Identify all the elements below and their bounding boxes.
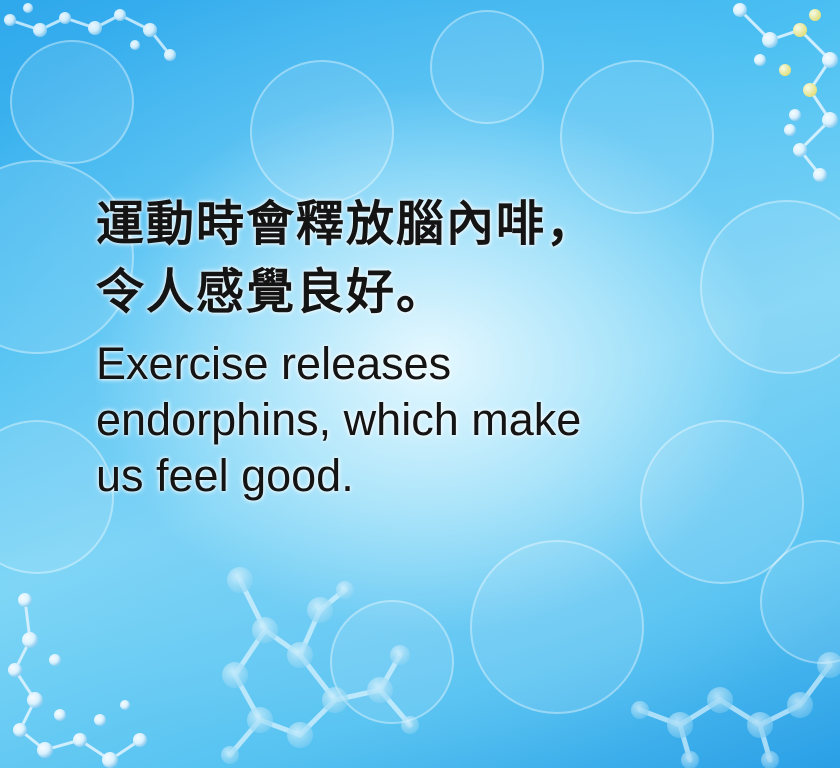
bokeh-circle bbox=[560, 60, 714, 214]
molecule-icon bbox=[4, 3, 176, 61]
chinese-line-2: 令人感覺良好。 bbox=[96, 264, 447, 320]
chinese-line-1: 運動時會釋放腦內啡， bbox=[96, 196, 597, 252]
chemical-structure-icon bbox=[631, 652, 840, 768]
english-line-3: us feel good. bbox=[96, 450, 354, 501]
bokeh-circle bbox=[430, 10, 544, 124]
molecule-icon bbox=[733, 3, 838, 182]
chemical-structure-icon bbox=[221, 567, 419, 764]
bokeh-circle bbox=[10, 40, 134, 164]
chinese-text: 運動時會釋放腦內啡， 令人感覺良好。 bbox=[96, 190, 796, 326]
bokeh-circle bbox=[250, 60, 394, 204]
bokeh-circle bbox=[470, 540, 644, 714]
molecule-icon bbox=[8, 593, 147, 768]
message-text-block: 運動時會釋放腦內啡， 令人感覺良好。 Exercise releases end… bbox=[96, 190, 796, 504]
english-line-2: endorphins, which make bbox=[96, 394, 582, 445]
bokeh-circle bbox=[640, 420, 804, 584]
english-text: Exercise releases endorphins, which make… bbox=[96, 336, 796, 504]
english-line-1: Exercise releases bbox=[96, 338, 452, 389]
